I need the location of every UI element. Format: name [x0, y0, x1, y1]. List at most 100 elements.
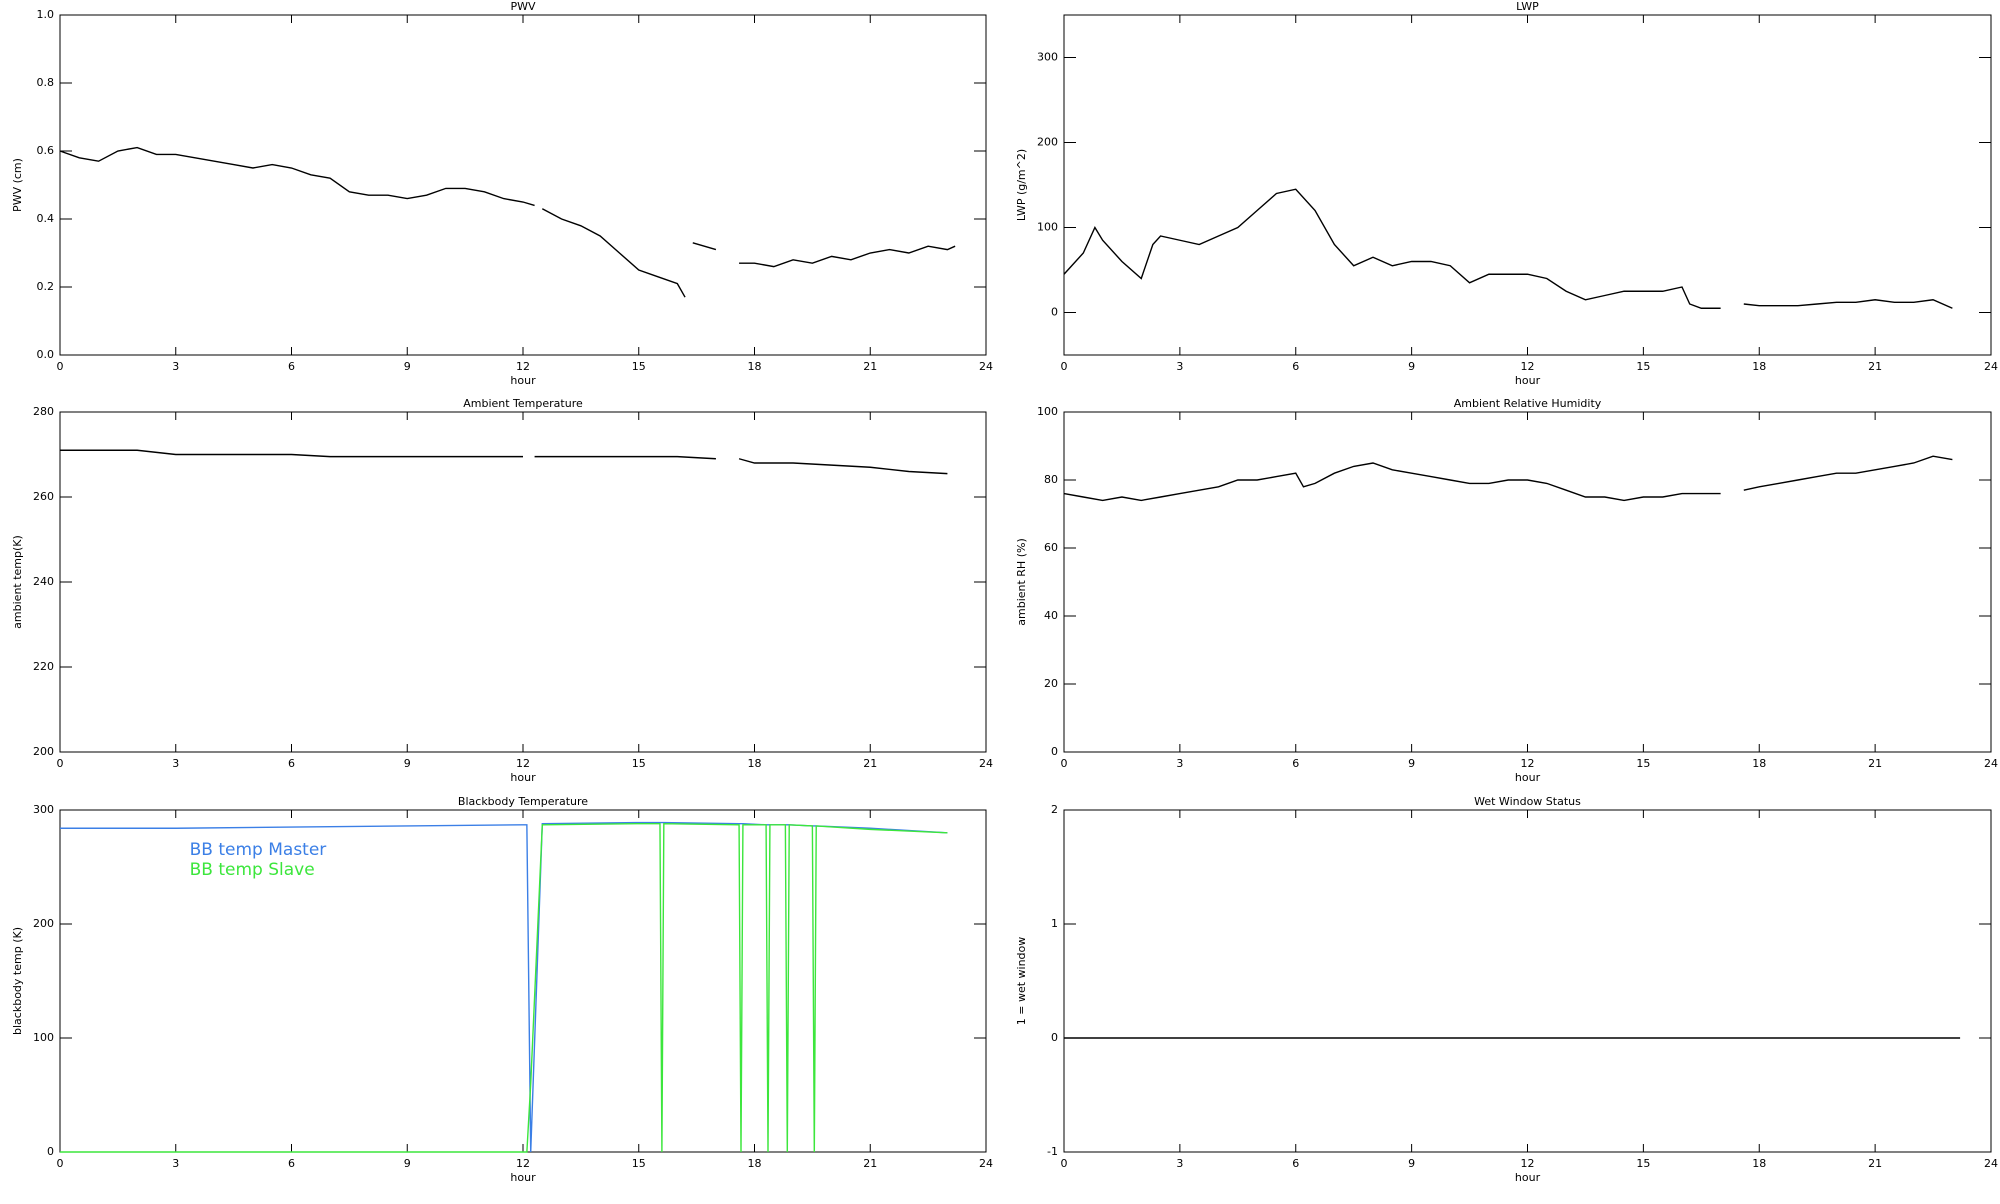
y-tick-label: 2 [1051, 803, 1058, 816]
y-axis-label: LWP (g/m^2) [1015, 149, 1028, 221]
y-tick-label: 200 [1037, 136, 1058, 149]
y-tick-label: 0.4 [37, 212, 55, 225]
x-tick-label: 9 [1408, 757, 1415, 770]
y-tick-label: 260 [33, 490, 54, 503]
x-tick-label: 12 [516, 360, 530, 373]
x-tick-label: 6 [1292, 1157, 1299, 1170]
y-tick-label: 200 [33, 917, 54, 930]
y-tick-label: 60 [1044, 541, 1058, 554]
x-tick-label: 15 [632, 1157, 646, 1170]
y-axis-label: ambient RH (%) [1015, 538, 1028, 626]
x-tick-label: 0 [57, 360, 64, 373]
x-tick-label: 15 [1636, 1157, 1650, 1170]
x-tick-label: 6 [1292, 360, 1299, 373]
chart-title: Blackbody Temperature [458, 795, 588, 808]
x-tick-label: 6 [288, 757, 295, 770]
x-tick-label: 21 [863, 1157, 877, 1170]
x-tick-label: 15 [1636, 757, 1650, 770]
x-axis-label: hour [1515, 771, 1541, 784]
x-tick-label: 9 [1408, 1157, 1415, 1170]
y-axis-label: PWV (cm) [11, 158, 24, 212]
plot-frame [59, 14, 987, 356]
x-tick-label: 24 [979, 360, 993, 373]
y-tick-label: 0 [1051, 306, 1058, 319]
x-tick-label: 12 [1521, 360, 1535, 373]
x-tick-label: 12 [516, 757, 530, 770]
x-tick-label: 6 [288, 1157, 295, 1170]
x-tick-label: 24 [1984, 360, 1998, 373]
x-tick-label: 6 [288, 360, 295, 373]
legend-entry: BB temp Master [190, 840, 327, 860]
y-axis-label: ambient temp(K) [11, 535, 24, 629]
x-tick-label: 24 [1984, 1157, 1998, 1170]
y-axis-label: 1 = wet window [1015, 937, 1028, 1026]
x-tick-label: 0 [1061, 360, 1068, 373]
y-tick-label: 220 [33, 660, 54, 673]
y-tick-label: 40 [1044, 609, 1058, 622]
x-axis-label: hour [510, 1171, 536, 1184]
data-line [60, 822, 948, 1153]
y-tick-label: 20 [1044, 677, 1058, 690]
x-tick-label: 0 [1061, 1157, 1068, 1170]
x-tick-label: 21 [1868, 1157, 1882, 1170]
x-tick-label: 18 [1752, 757, 1766, 770]
x-tick-label: 0 [1061, 757, 1068, 770]
y-tick-label: 1 [1051, 917, 1058, 930]
x-tick-label: 15 [632, 757, 646, 770]
x-tick-label: 0 [57, 1157, 64, 1170]
chart-title: Ambient Temperature [463, 397, 583, 410]
x-tick-label: 15 [1636, 360, 1650, 373]
legend-entry: BB temp Slave [190, 860, 315, 880]
y-tick-label: 0 [1051, 1031, 1058, 1044]
chart-title: Ambient Relative Humidity [1454, 397, 1602, 410]
x-tick-label: 21 [1868, 360, 1882, 373]
y-tick-label: 300 [33, 803, 54, 816]
chart-title: LWP [1516, 0, 1539, 13]
data-line [1063, 188, 1953, 309]
y-tick-label: 100 [1037, 221, 1058, 234]
data-line [59, 146, 956, 298]
x-tick-label: 18 [748, 1157, 762, 1170]
y-tick-label: 80 [1044, 473, 1058, 486]
x-tick-label: 18 [1752, 360, 1766, 373]
x-tick-label: 6 [1292, 757, 1299, 770]
data-line [60, 449, 948, 475]
plot-frame [59, 411, 987, 753]
x-tick-label: 3 [172, 1157, 179, 1170]
chart-title: Wet Window Status [1474, 795, 1581, 808]
y-tick-label: 0 [47, 1145, 54, 1158]
x-tick-label: 12 [1521, 1157, 1535, 1170]
y-tick-label: 0.0 [37, 348, 55, 361]
x-axis-label: hour [510, 374, 536, 387]
x-tick-label: 9 [404, 757, 411, 770]
x-tick-label: 21 [863, 360, 877, 373]
x-axis-label: hour [1515, 374, 1541, 387]
x-tick-label: 9 [404, 1157, 411, 1170]
plot-frame [1063, 14, 1992, 356]
x-tick-label: 3 [172, 360, 179, 373]
data-line [1063, 455, 1953, 502]
y-tick-label: 240 [33, 575, 54, 588]
plot-frame [1063, 809, 1992, 1153]
x-tick-label: 12 [516, 1157, 530, 1170]
y-tick-label: 100 [33, 1031, 54, 1044]
x-tick-label: 3 [1176, 757, 1183, 770]
y-tick-label: 200 [33, 745, 54, 758]
y-tick-label: 0.6 [37, 144, 55, 157]
plot-frame [1063, 411, 1992, 753]
y-tick-label: 280 [33, 405, 54, 418]
x-tick-label: 3 [1176, 360, 1183, 373]
x-tick-label: 24 [979, 757, 993, 770]
x-tick-label: 9 [1408, 360, 1415, 373]
x-tick-label: 15 [632, 360, 646, 373]
chart-title: PWV [510, 0, 536, 13]
y-tick-label: 1.0 [37, 8, 55, 21]
y-tick-label: 300 [1037, 51, 1058, 64]
x-axis-label: hour [1515, 1171, 1541, 1184]
x-tick-label: 0 [57, 757, 64, 770]
x-tick-label: 18 [748, 360, 762, 373]
x-tick-label: 3 [1176, 1157, 1183, 1170]
x-tick-label: 3 [172, 757, 179, 770]
x-tick-label: 24 [1984, 757, 1998, 770]
